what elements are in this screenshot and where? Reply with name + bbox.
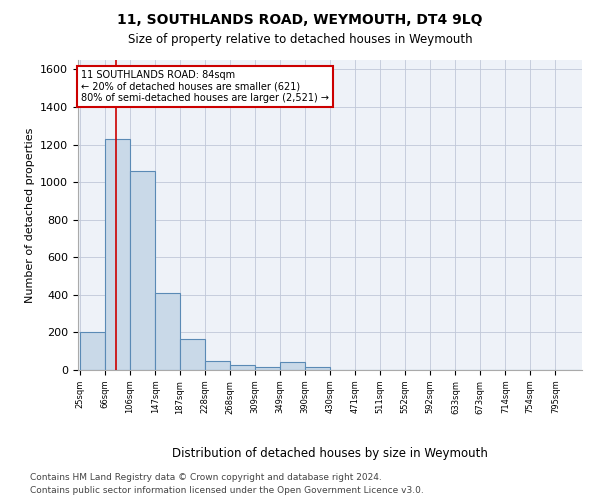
Text: Contains HM Land Registry data © Crown copyright and database right 2024.: Contains HM Land Registry data © Crown c… [30,472,382,482]
Y-axis label: Number of detached properties: Number of detached properties [25,128,35,302]
Bar [280,362,305,370]
Bar [130,171,155,370]
Bar [80,332,105,370]
Bar [180,339,205,370]
Bar [105,139,130,370]
Text: 11, SOUTHLANDS ROAD, WEYMOUTH, DT4 9LQ: 11, SOUTHLANDS ROAD, WEYMOUTH, DT4 9LQ [117,12,483,26]
Bar [305,367,330,370]
Text: Distribution of detached houses by size in Weymouth: Distribution of detached houses by size … [172,448,488,460]
Text: Size of property relative to detached houses in Weymouth: Size of property relative to detached ho… [128,32,472,46]
Text: 11 SOUTHLANDS ROAD: 84sqm
← 20% of detached houses are smaller (621)
80% of semi: 11 SOUTHLANDS ROAD: 84sqm ← 20% of detac… [81,70,329,103]
Text: Contains public sector information licensed under the Open Government Licence v3: Contains public sector information licen… [30,486,424,495]
Bar [205,360,230,370]
Bar [155,293,180,370]
Bar [255,367,280,370]
Bar [230,366,255,370]
